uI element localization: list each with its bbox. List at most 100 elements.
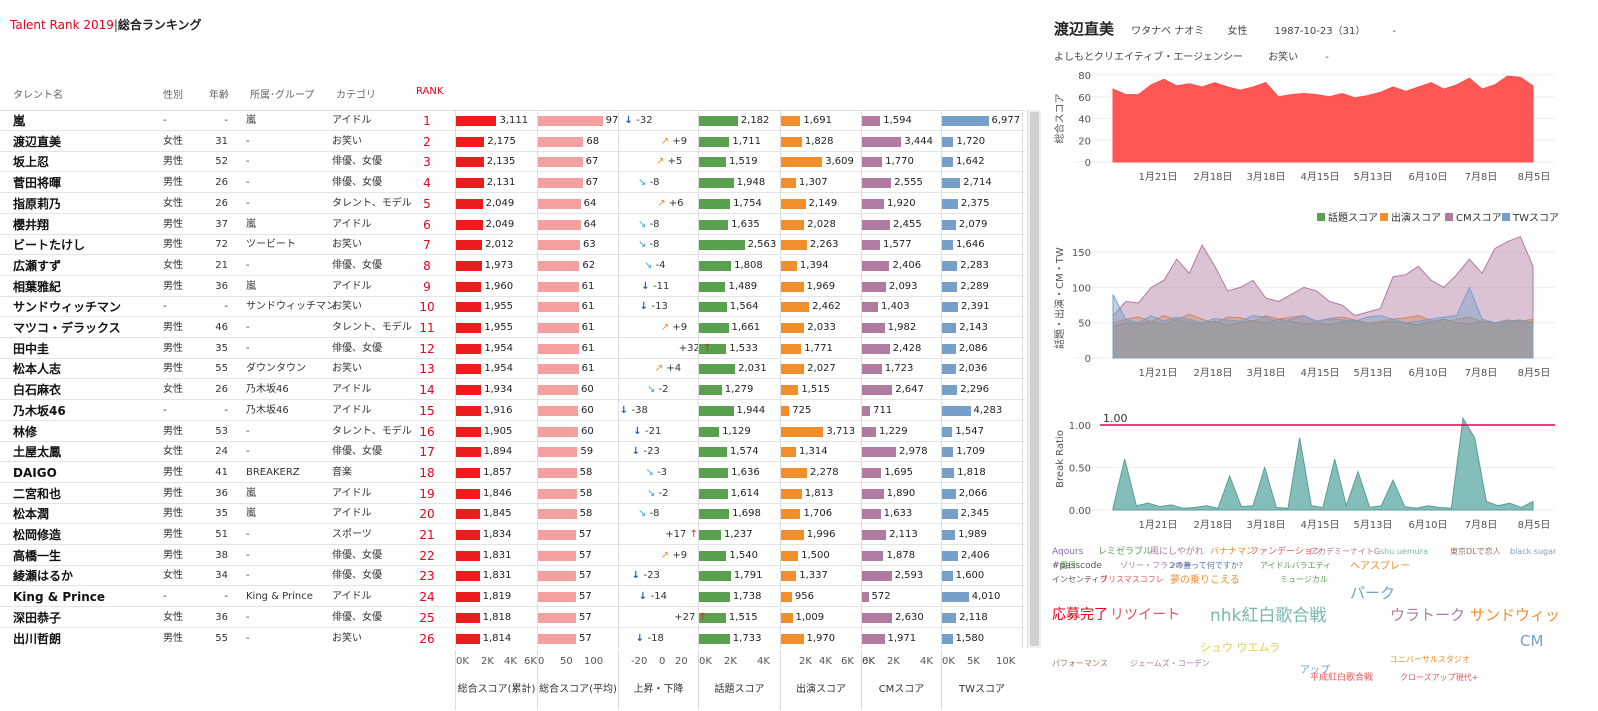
word-cloud-term[interactable]: パフォーマンス [1052, 659, 1108, 668]
table-row[interactable]: 綾瀬はるか 女性 34 - 俳優、女優 23 1,831 57 1,791 1,337 2,593 1… [0, 566, 1025, 587]
avg-bar [538, 530, 576, 540]
cm-bar [862, 633, 885, 644]
talent-sex: 男性 [163, 218, 183, 230]
table-row[interactable]: 深田恭子 女性 36 - 俳優、女優 25 1,818 57 1,515 1,009 2,630 2,… [0, 608, 1025, 628]
word-cloud-term[interactable]: #passcode [1052, 561, 1102, 571]
tw-value: 2,391 [960, 301, 990, 313]
word-cloud-term[interactable]: ミュージカル [1280, 575, 1328, 584]
table-row[interactable]: 相葉雅紀 男性 36 嵐 アイドル 9 1,960 61 1,489 1,969 2,093 2,28… [0, 277, 1025, 297]
table-row[interactable]: 高橋一生 男性 38 - 俳優、女優 22 1,831 57 1,540 1,500 1,878 2,… [0, 546, 1025, 566]
table-row[interactable]: King & Prince - - King & Prince アイドル 24 1,819 5… [0, 587, 1025, 608]
word-cloud-term[interactable]: パーク [1350, 584, 1396, 602]
word-cloud-term[interactable]: サンドウィッチマン [1470, 606, 1558, 624]
table-row[interactable]: 松本潤 男性 35 嵐 アイドル 20 1,845 58 1,698 1,706 1,633 2,34… [0, 504, 1025, 525]
header-name[interactable]: タレント名 [13, 90, 63, 101]
table-row[interactable]: 櫻井翔 男性 37 嵐 アイドル 6 2,049 64 1,635 2,028 2,455 2,079… [0, 215, 1025, 235]
word-cloud-term[interactable]: アップ [1300, 665, 1330, 676]
word-cloud-term[interactable]: レミゼラブル [1098, 547, 1153, 557]
table-row[interactable]: ビートたけし 男性 72 ツービート お笑い 7 2,012 63 2,563 2,263 1,57… [0, 235, 1025, 256]
cm-bar [862, 281, 886, 292]
word-cloud-term[interactable]: ウラトーク [1390, 606, 1466, 624]
header-rank[interactable]: RANK [416, 86, 444, 97]
appear-bar [781, 323, 805, 333]
word-cloud-term[interactable]: ゾリー・フランキー [1120, 561, 1192, 570]
table-row[interactable]: 白石麻衣 女性 26 乃木坂46 アイドル 14 1,934 60 1,279 1,515 2,64… [0, 380, 1025, 401]
topic-bar [699, 633, 730, 644]
axis-label: 出演スコア [796, 684, 846, 695]
tw-value: 6,977 [991, 115, 1021, 126]
change-value: -2 [658, 384, 669, 396]
word-cloud-term[interactable]: バナナマン [1210, 547, 1256, 557]
table-row[interactable]: 林修 男性 53 - タレント、モデル 16 1,905 60 1,129 3,713 1,229 1… [0, 422, 1025, 442]
word-cloud-term[interactable]: 夏日 [1060, 561, 1076, 570]
word-cloud-term[interactable]: シュウ ウエムラ [1200, 641, 1280, 654]
table-row[interactable]: 土屋太鳳 女性 24 - 俳優、女優 17 1,894 59 1,574 1,314 2,978 1,… [0, 442, 1025, 463]
header-group[interactable]: 所属･グループ [250, 90, 315, 101]
table-row[interactable]: 渡辺直美 女性 31 - お笑い 2 2,175 68 1,711 1,828 3,444 1,720… [0, 132, 1025, 152]
avg-bar [538, 467, 577, 478]
word-cloud-term[interactable]: black sugar [1510, 547, 1557, 556]
word-cloud-term[interactable]: 東京DLで恋人 [1450, 547, 1501, 556]
tw-bar [942, 488, 956, 499]
y-tick-label: 0 [1085, 354, 1091, 365]
word-cloud-term[interactable]: 風にしやがれ [1150, 547, 1204, 557]
table-row[interactable]: 坂上忍 男性 52 - 俳優、女優 3 2,135 67 1,519 3,609 1,770 1,64… [0, 152, 1025, 173]
word-cloud-term[interactable]: 2の蓋って何ですか？ [1170, 561, 1247, 570]
appear-bar [781, 550, 799, 561]
table-row[interactable]: サンドウィッチマン - - サンドウィッチマン お笑い 10 1,955 61 1,564 2,4… [0, 297, 1025, 318]
word-cloud-term[interactable]: CM [1520, 632, 1544, 650]
scrollbar-thumb[interactable] [1030, 112, 1039, 646]
header-sex[interactable]: 性別 [163, 90, 183, 101]
profile-category: お笑い [1268, 52, 1299, 63]
word-cloud-term[interactable]: shu uemura [1380, 547, 1428, 556]
word-cloud-term[interactable]: クリスマスコフレ [1100, 575, 1164, 584]
word-cloud-term[interactable]: アイドルバラエティ [1260, 561, 1332, 570]
talent-group: 嵐 [246, 115, 256, 126]
word-cloud-term[interactable]: クローズアップ現代+ [1400, 673, 1479, 682]
topic-bar [699, 550, 727, 561]
word-cloud-term[interactable]: ユニバーサルスタジオ [1390, 655, 1470, 664]
table-row[interactable]: 広瀬すず 女性 21 - 俳優、女優 8 1,973 62 1,808 1,394 2,406 2,2… [0, 256, 1025, 276]
word-cloud-term[interactable]: nhk紅白歌合戦 [1210, 606, 1327, 626]
table-row[interactable]: 乃木坂46 - - 乃木坂46 アイドル 15 1,916 60 1,944 725 711 4,28… [0, 401, 1025, 421]
word-cloud-term[interactable]: Aqours [1052, 547, 1084, 557]
word-cloud-term[interactable]: ヘアスプレー [1350, 561, 1410, 572]
word-cloud-term[interactable]: 応募完了 [1052, 607, 1108, 623]
talent-sex: 男性 [163, 239, 183, 251]
table-row[interactable]: 菅田将暉 男性 26 - 俳優、女優 4 2,131 67 1,948 1,307 2,555 2,7… [0, 173, 1025, 194]
avg-bar [538, 281, 579, 292]
series-area [1112, 286, 1534, 359]
avg-bar [538, 488, 577, 499]
table-row[interactable]: 嵐 - - 嵐 アイドル 1 3,111 97 2,182 1,691 1,594 6,977 ↓ -3… [0, 111, 1025, 131]
total-bar [456, 343, 482, 354]
column-divider [698, 110, 699, 648]
chart-2: 0 50 100 150 1月21日 2月18日 3月18日 4月15日 5月13日 6月10日 7… [1053, 235, 1555, 379]
word-cloud-term[interactable]: ジェームズ・コーデン [1130, 659, 1210, 668]
axis-ticks: -20 0 20 [619, 656, 698, 670]
table-row[interactable]: DAIGO 男性 41 BREAKERZ 音楽 18 1,857 58 1,636 2,278 1,… [0, 463, 1025, 483]
table-row[interactable]: 松岡修造 男性 51 - スポーツ 21 1,834 57 1,237 1,996 2,113 1,9… [0, 525, 1025, 545]
total-bar [456, 550, 480, 561]
total-bar [456, 488, 480, 499]
word-cloud-term[interactable]: アカデミーナイトG [1310, 547, 1381, 556]
header-age[interactable]: 年齢 [209, 90, 229, 101]
table-row[interactable]: 出川哲朗 男性 55 - お笑い 26 1,814 57 1,733 1,970 1,971 1,58… [0, 629, 1025, 648]
table-scrollbar[interactable] [1027, 110, 1041, 648]
header-category[interactable]: カテゴリ [336, 90, 376, 101]
word-cloud-term[interactable]: リツイート [1110, 607, 1180, 623]
word-cloud-term[interactable]: 夢の乗りこえる [1170, 575, 1240, 586]
topic-value: 1,515 [728, 611, 758, 623]
table-row[interactable]: 指原莉乃 女性 26 - タレント、モデル 5 2,049 64 1,754 2,149 1,920… [0, 194, 1025, 214]
total-value: 1,934 [484, 384, 513, 396]
cm-bar [862, 405, 871, 416]
cm-value: 1,723 [884, 363, 914, 375]
table-row[interactable]: 二宮和也 男性 36 嵐 アイドル 19 1,846 58 1,614 1,813 1,890 2,0… [0, 484, 1025, 504]
table-row[interactable]: マツコ・デラックス 男性 46 - タレント、モデル 11 1,955 61 1,661 2,03… [0, 318, 1025, 338]
table-row[interactable]: 松本人志 男性 55 ダウンタウン お笑い 13 1,954 61 2,031 2,027 1,72… [0, 359, 1025, 380]
word-cloud-term[interactable]: 平成紅白歌合戦 [1310, 673, 1374, 683]
talent-name: 深田恭子 [13, 610, 62, 625]
word-cloud-term[interactable]: インセンティブ [1052, 575, 1108, 584]
cm-value: 2,113 [889, 529, 918, 540]
table-row[interactable]: 田中圭 男性 35 - 俳優、女優 12 1,954 61 1,533 1,771 2,428 2,0… [0, 339, 1025, 359]
word-cloud-term[interactable]: ファンデーション [1250, 547, 1322, 557]
